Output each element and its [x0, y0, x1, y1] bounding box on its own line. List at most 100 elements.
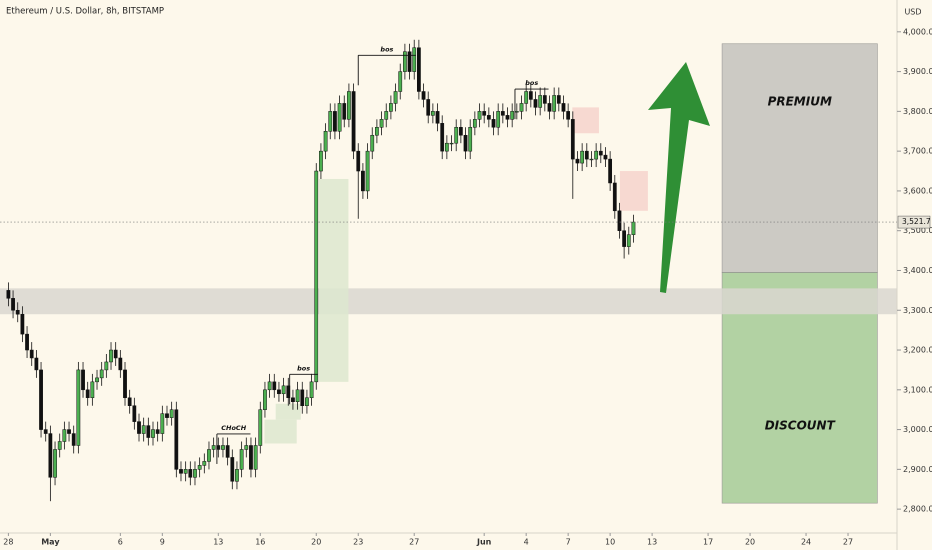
candle-body [67, 429, 71, 434]
candle-body [277, 389, 281, 395]
candle-body [179, 469, 183, 474]
candle-body [622, 230, 627, 247]
candle-body [309, 381, 314, 399]
x-tick-label: 27 [409, 538, 419, 547]
candle-body [151, 429, 155, 438]
candle-body [333, 111, 337, 132]
candle-body [76, 369, 81, 446]
y-tick-label: 3,100.0 [903, 385, 932, 394]
candle-body [416, 47, 421, 92]
candle-body [109, 349, 113, 363]
x-tick-label: 28 [3, 538, 13, 547]
zone [0, 288, 897, 315]
candle-body [393, 91, 398, 104]
candle-body [160, 413, 165, 434]
y-tick-label: 3,200.0 [903, 346, 932, 355]
candle-body [249, 445, 253, 470]
x-tick-label: 23 [353, 538, 363, 547]
candle-body [598, 150, 603, 156]
candle-body [430, 111, 435, 116]
candle-body [608, 158, 613, 184]
candle-body [300, 389, 305, 406]
candle-body [389, 103, 393, 112]
candle-body [6, 290, 11, 299]
candle-body [347, 91, 351, 120]
x-tick-label: 13 [213, 538, 223, 547]
candle-body [477, 111, 482, 120]
x-tick-label: 6 [118, 538, 123, 547]
candle-body [188, 469, 193, 478]
y-tick-label: 3,600.0 [903, 186, 932, 195]
candle-body [528, 91, 533, 100]
candle-body [365, 150, 370, 192]
x-tick-label: 20 [311, 538, 321, 547]
candle-body [407, 51, 412, 72]
candle-body [356, 150, 361, 172]
annotation-label: bos [380, 45, 393, 53]
candle-body [25, 333, 29, 351]
candle-body [566, 111, 571, 120]
y-tick-label: 3,300.0 [903, 306, 932, 315]
up-arrow [648, 62, 710, 293]
candle-body [113, 349, 118, 359]
candle-body [375, 127, 379, 136]
candle-body [104, 361, 109, 371]
candle-body [584, 150, 589, 160]
candle-body [230, 457, 235, 482]
candle-body [71, 433, 76, 446]
candle-body [570, 119, 575, 160]
x-tick-label: 20 [745, 538, 755, 547]
candle-body [95, 377, 99, 383]
candle-body [594, 150, 599, 160]
zone [264, 419, 297, 444]
candle-body [29, 349, 34, 359]
candle-body [524, 91, 529, 104]
candle-body [412, 47, 417, 72]
candle-body [174, 409, 179, 470]
candle-body [482, 111, 487, 116]
x-tick-label: Jun [476, 538, 492, 547]
candle-body [39, 369, 43, 430]
candle-body [435, 111, 440, 124]
candle-body [314, 170, 319, 383]
zone [572, 107, 599, 134]
candle-body [183, 469, 188, 474]
candle-body [505, 115, 510, 120]
candle-body [552, 95, 557, 112]
price-label: 3,521.7 [902, 217, 931, 226]
candle-body [342, 103, 347, 120]
candle-body [141, 425, 146, 434]
candle-body [34, 357, 39, 371]
candle-body [197, 465, 202, 470]
candle-body [491, 119, 496, 128]
candle-body [244, 445, 249, 450]
zone [319, 178, 349, 382]
candle-body [328, 111, 333, 132]
y-tick-label: 4,000.0 [903, 27, 932, 36]
chart-title: Ethereum / U.S. Dollar, 8h, BITSTAMP [6, 7, 164, 17]
candle-body [267, 381, 272, 391]
candle-body [221, 445, 225, 450]
candle-body [305, 397, 309, 406]
candle-body [510, 111, 515, 120]
candle-body [426, 99, 431, 116]
candle-body [99, 369, 104, 379]
candle-body [631, 221, 636, 235]
candle-body [547, 103, 552, 112]
candle-body [556, 95, 561, 104]
zone [275, 403, 301, 420]
candle-body [57, 441, 62, 450]
candle-body [193, 469, 197, 478]
annotation-label: bos [297, 364, 310, 372]
price-box [897, 215, 931, 229]
zone [619, 171, 648, 211]
candle-body [542, 95, 547, 104]
candle-body [43, 429, 48, 434]
candle-body [626, 234, 631, 247]
candle-body [361, 170, 365, 192]
candle-body [127, 397, 132, 406]
candle-body [561, 103, 566, 112]
candle-body [253, 445, 258, 470]
candle-body [486, 115, 491, 120]
